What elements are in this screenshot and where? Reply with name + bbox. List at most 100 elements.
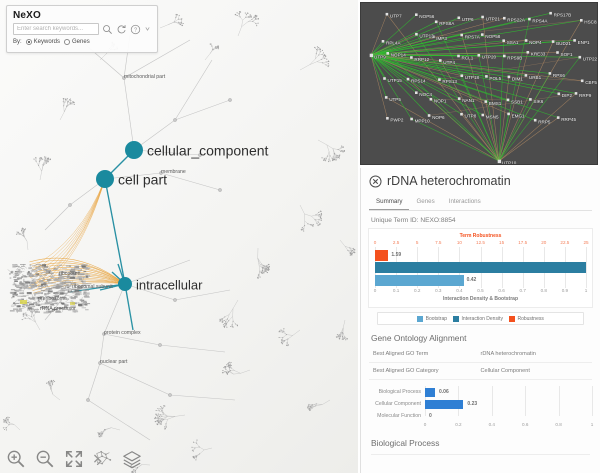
gene-node[interactable] [533,118,537,122]
search-icon[interactable] [102,24,113,35]
ontology-tree-canvas[interactable]: mitochondrial part membrane protein comple… [0,0,358,473]
interaction-network-svg[interactable]: UTP7 NOP56 RPS8A UTP6 UTP21 RPS22A RPS4A RPS17B… [361,3,598,165]
gene-label: SSA1 [507,40,519,45]
gene-node[interactable] [439,59,442,62]
gene-node[interactable] [406,77,410,81]
term-detail-panel[interactable]: rDNA heterochromatin Summary Genes Inter… [360,168,600,473]
collapse-network-icon[interactable] [93,449,113,469]
gene-node[interactable] [573,39,576,42]
gene-node[interactable] [578,55,582,59]
go-term-value: rDNA heterochromatin [480,351,536,357]
gene-node[interactable] [524,39,528,42]
gene-node[interactable] [556,116,560,119]
gene-node[interactable] [460,112,463,116]
gene-label: SOF1 [561,52,573,57]
gene-node[interactable] [438,78,441,81]
tab-genes[interactable]: Genes [416,198,435,205]
gene-node[interactable] [574,92,578,95]
tree-node-highlighted[interactable] [118,277,132,291]
gene-node[interactable] [524,74,528,77]
gene-node[interactable] [385,12,389,16]
gene-node[interactable] [481,15,484,19]
radio-keywords-dot[interactable] [25,39,32,45]
radio-genes[interactable]: Genes [64,39,90,45]
gene-node[interactable] [497,159,502,164]
reset-icon[interactable] [116,24,127,35]
gene-node[interactable] [548,72,552,75]
gene-node[interactable] [484,100,488,103]
chart-tick-top: 0 [373,240,377,245]
gene-node[interactable] [481,113,485,117]
fit-screen-icon[interactable] [64,449,84,469]
chevron-down-icon[interactable] [144,24,151,35]
gene-label: BMS1 [489,101,502,106]
layers-icon[interactable] [122,449,142,469]
tree-small-label: preribosome [38,296,67,302]
zoom-out-icon[interactable] [35,449,55,469]
gene-node[interactable] [556,51,559,54]
gene-node[interactable] [369,53,374,58]
gene-node[interactable] [507,112,510,116]
gene-node[interactable] [549,11,552,15]
gene-node[interactable] [381,40,385,43]
gene-label: NOP14 [391,53,407,58]
gene-node[interactable] [477,54,481,57]
search-input[interactable] [13,23,99,35]
gene-node[interactable] [457,16,461,20]
tree-toolbar[interactable] [6,449,142,469]
chart-tick-top: 10 [456,240,462,245]
gene-node[interactable] [383,77,386,80]
interaction-network-panel[interactable]: UTP7 NOP56 RPS8A UTP6 UTP21 RPS22A RPS4A RPS17B… [360,2,598,165]
go-alignment-chart: Biological Process 0.06 Cellular Component… [369,386,593,430]
gene-node[interactable] [434,20,438,24]
gene-node[interactable] [503,54,506,58]
tab-summary[interactable]: Summary [369,194,410,210]
radio-keywords[interactable]: Keywords [25,39,60,45]
gene-node[interactable] [507,75,511,79]
gene-node[interactable] [557,92,561,96]
ontology-tree-svg[interactable]: mitochondrial part membrane protein comple… [0,0,358,473]
close-icon[interactable] [369,174,382,188]
gene-node[interactable] [431,35,435,39]
gene-node[interactable] [415,13,418,16]
gene-node[interactable] [529,98,532,101]
gene-node[interactable] [481,33,484,36]
gene-node[interactable] [551,40,555,43]
gene-node[interactable] [502,39,505,42]
help-icon[interactable]: ? [130,24,141,35]
gene-node[interactable] [410,117,413,121]
gene-label: RPS13 [442,79,457,84]
gene-node[interactable] [528,17,531,21]
gene-node[interactable] [485,75,488,78]
gene-node[interactable] [460,74,464,77]
gene-node[interactable] [503,16,506,20]
gene-node[interactable] [427,114,431,117]
legend-bootstrap: Bootstrap [417,315,447,322]
detail-tabs[interactable]: Summary Genes Interactions [369,194,592,211]
gene-node[interactable] [429,97,433,101]
zoom-in-icon[interactable] [6,449,26,469]
tree-node-highlighted[interactable] [125,141,143,159]
gene-node[interactable] [415,91,418,94]
gene-label: RRP45 [561,117,576,122]
go-chart-rows: Biological Process 0.06 Cellular Component… [369,386,592,422]
gene-node[interactable] [384,96,388,99]
gene-label: RPS4A [532,19,548,24]
gene-node[interactable] [580,19,583,22]
gene-node[interactable] [580,79,584,83]
gene-node[interactable] [460,33,463,37]
gene-label: UTP22 [583,57,598,62]
gene-node[interactable] [506,98,510,102]
gene-label: UTP5 [389,97,401,102]
tab-interactions[interactable]: Interactions [448,198,481,205]
radio-genes-dot[interactable] [64,39,71,45]
gene-node[interactable] [526,51,530,54]
gene-node[interactable] [386,52,389,55]
gene-node[interactable] [410,56,413,59]
gene-node[interactable] [386,117,389,120]
tree-node-highlighted[interactable] [96,170,114,188]
gene-node[interactable] [457,97,461,100]
search-panel[interactable]: NeXO ? By: [6,5,158,53]
gene-node[interactable] [415,32,418,36]
gene-node[interactable] [457,54,460,58]
